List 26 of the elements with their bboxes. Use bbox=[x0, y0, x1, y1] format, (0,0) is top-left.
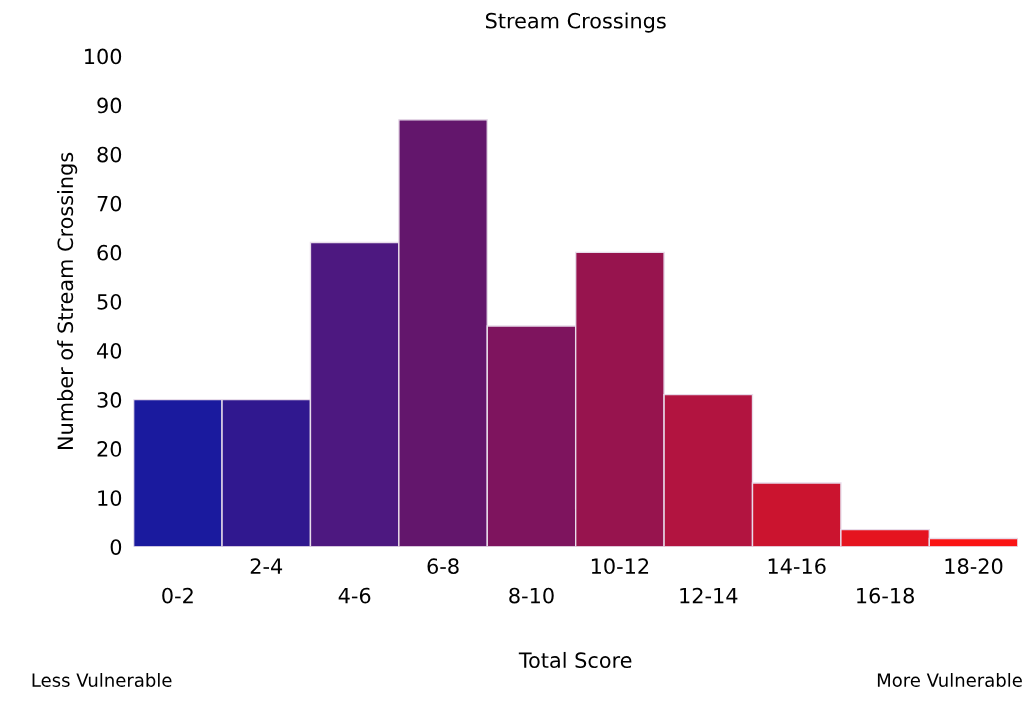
chart-title: Stream Crossings bbox=[485, 12, 666, 33]
text: Less Vulnerable bbox=[32, 673, 172, 687]
y-tick-label: 50 bbox=[97, 293, 122, 310]
y-tick-label: 70 bbox=[97, 195, 122, 212]
y-axis-title: Number of Stream Crossings bbox=[57, 152, 78, 449]
x-tick-label: 8-10 bbox=[509, 587, 554, 604]
x-tick-label: 10-12 bbox=[591, 558, 649, 575]
x-tick-label: 2-4 bbox=[250, 558, 283, 574]
y-tick-label: 0 bbox=[110, 539, 122, 555]
y-tick-label: 100 bbox=[85, 48, 122, 65]
y-tick-label: 80 bbox=[97, 146, 122, 163]
x-tick-label: 14-16 bbox=[768, 558, 826, 575]
y-tick-label: 30 bbox=[97, 392, 122, 408]
y-tick-label: 20 bbox=[97, 441, 122, 457]
y-tick-label: 60 bbox=[97, 244, 122, 261]
x-tick-label: 4-6 bbox=[338, 587, 371, 604]
y-tick-label: 90 bbox=[97, 97, 122, 114]
x-tick-label: 0-2 bbox=[162, 587, 193, 604]
x-tick-label: 16-18 bbox=[857, 587, 914, 604]
y-tick-label: 10 bbox=[98, 490, 122, 506]
x-tick-label: 18-20 bbox=[945, 558, 1003, 575]
y-tick-label: 40 bbox=[97, 342, 122, 359]
x-tick-label: 6-8 bbox=[427, 558, 459, 575]
x-axis-title: Total Score bbox=[518, 651, 632, 669]
x-tick-label: 12-14 bbox=[680, 587, 738, 604]
text: More Vulnerable bbox=[877, 673, 1022, 687]
